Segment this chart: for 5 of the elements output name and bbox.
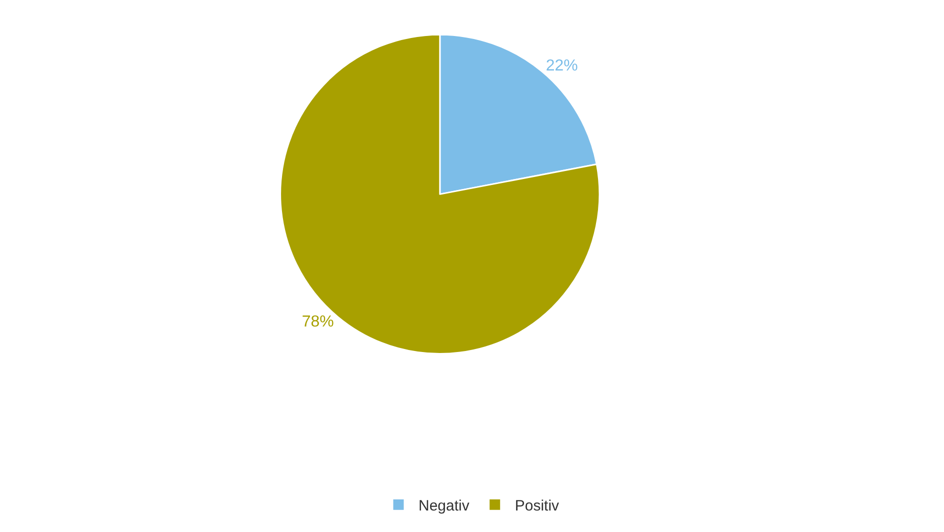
data-label: 78% [302, 314, 334, 331]
pie-slice [280, 34, 600, 354]
legend-label: Positiv [514, 497, 560, 514]
data-label: 22% [546, 58, 578, 75]
legend-label: Negativ [418, 497, 470, 514]
